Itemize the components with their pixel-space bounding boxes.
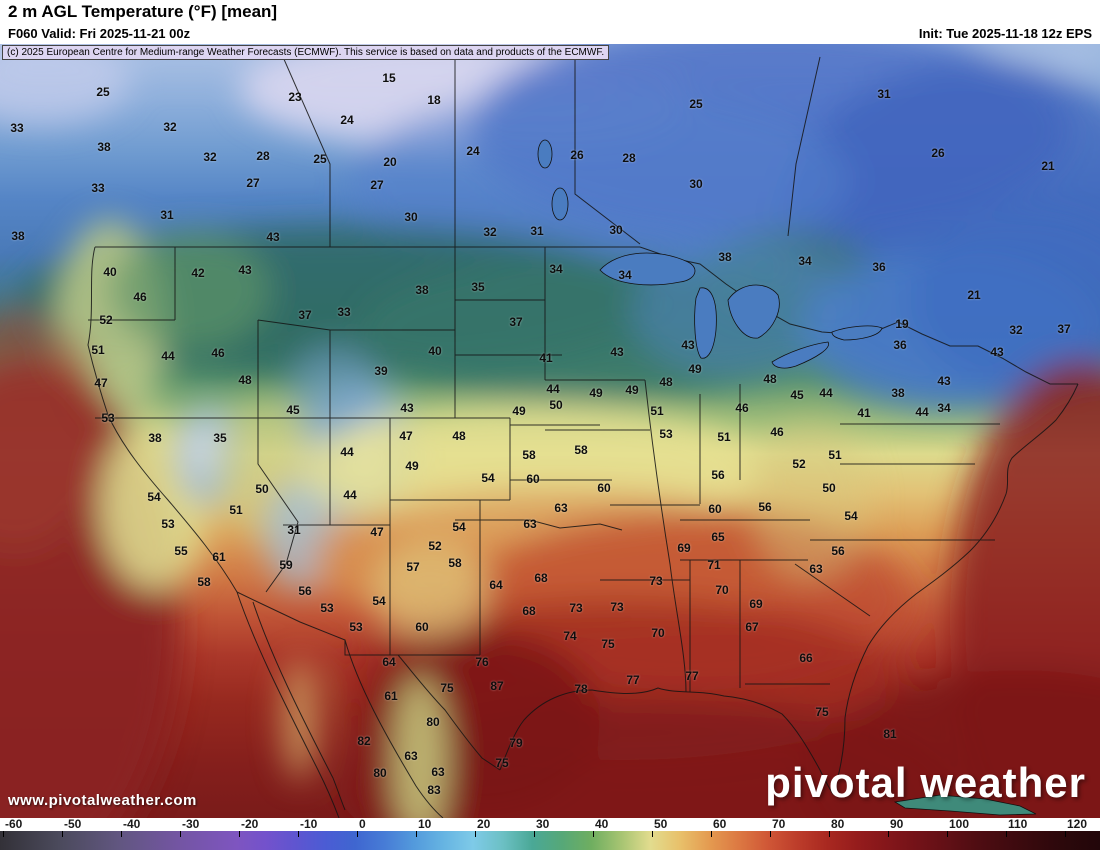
- colorbar-tick-label: 10: [418, 817, 432, 831]
- colorbar-tick-mark: [652, 831, 653, 837]
- temperature-field-svg: [0, 44, 1100, 818]
- colorbar-tick-mark: [298, 831, 299, 837]
- colorbar-tick-label: -60: [5, 817, 23, 831]
- colorbar-tick-mark: [180, 831, 181, 837]
- colorbar-tick-mark: [239, 831, 240, 837]
- colorbar-tick-mark: [1065, 831, 1066, 837]
- colorbar-tick-label: -50: [64, 817, 82, 831]
- colorbar-tick-mark: [1006, 831, 1007, 837]
- colorbar-tick-mark: [62, 831, 63, 837]
- colorbar-tick-label: 100: [949, 817, 970, 831]
- valid-time-label: F060 Valid: Fri 2025-11-21 00z: [8, 26, 191, 41]
- colorbar-tick-label: -40: [123, 817, 141, 831]
- colorbar-tick-mark: [888, 831, 889, 837]
- colorbar-tick-mark: [829, 831, 830, 837]
- caribbean-islands: [893, 794, 1037, 816]
- colorbar-tick-label: 0: [359, 817, 366, 831]
- colorbar-tick-label: 20: [477, 817, 491, 831]
- colorbar-tick-mark: [121, 831, 122, 837]
- pivotal-weather-logo: pivotal weather: [765, 759, 1086, 806]
- colorbar-gradient: [0, 831, 1100, 850]
- colorbar: -60 -50 -40 -30 -20 -10 0 10 20 30 40 50 60 70 80 90 100…: [0, 817, 1100, 850]
- init-time-label: Init: Tue 2025-11-18 12z EPS: [918, 26, 1092, 41]
- colorbar-tick-mark: [416, 831, 417, 837]
- colorbar-tick-label: -10: [300, 817, 318, 831]
- colorbar-tick-label: -20: [241, 817, 259, 831]
- colorbar-tick-mark: [711, 831, 712, 837]
- colorbar-tick-label: 80: [831, 817, 845, 831]
- header: 2 m AGL Temperature (°F) [mean] F060 Val…: [0, 0, 1100, 44]
- colorbar-tick-label: 60: [713, 817, 727, 831]
- colorbar-tick-mark: [593, 831, 594, 837]
- colorbar-ticks: -60 -50 -40 -30 -20 -10 0 10 20 30 40 50 60 70 80 90 100…: [0, 817, 1100, 831]
- colorbar-tick-mark: [475, 831, 476, 837]
- colorbar-tick-mark: [534, 831, 535, 837]
- colorbar-tick-mark: [3, 831, 4, 837]
- colorbar-tick-label: 40: [595, 817, 609, 831]
- colorbar-tick-mark: [947, 831, 948, 837]
- watermark-url: www.pivotalweather.com: [8, 792, 197, 809]
- colorbar-tick-label: 90: [890, 817, 904, 831]
- political-boundaries: [87, 56, 1079, 818]
- temperature-anomaly-blobs: [0, 44, 1100, 818]
- colorbar-tick-label: 120: [1067, 817, 1088, 831]
- colorbar-tick-mark: [357, 831, 358, 837]
- colorbar-tick-label: 30: [536, 817, 550, 831]
- temperature-map: [0, 44, 1100, 818]
- colorbar-tick-label: 110: [1008, 817, 1028, 831]
- page-title: 2 m AGL Temperature (°F) [mean]: [8, 2, 278, 21]
- colorbar-tick-label: 70: [772, 817, 786, 831]
- great-lakes: [537, 139, 883, 369]
- colorbar-tick-mark: [770, 831, 771, 837]
- colorbar-tick-label: 50: [654, 817, 668, 831]
- colorbar-tick-label: -30: [182, 817, 200, 831]
- ecmwf-attribution: (c) 2025 European Centre for Medium-rang…: [2, 45, 610, 60]
